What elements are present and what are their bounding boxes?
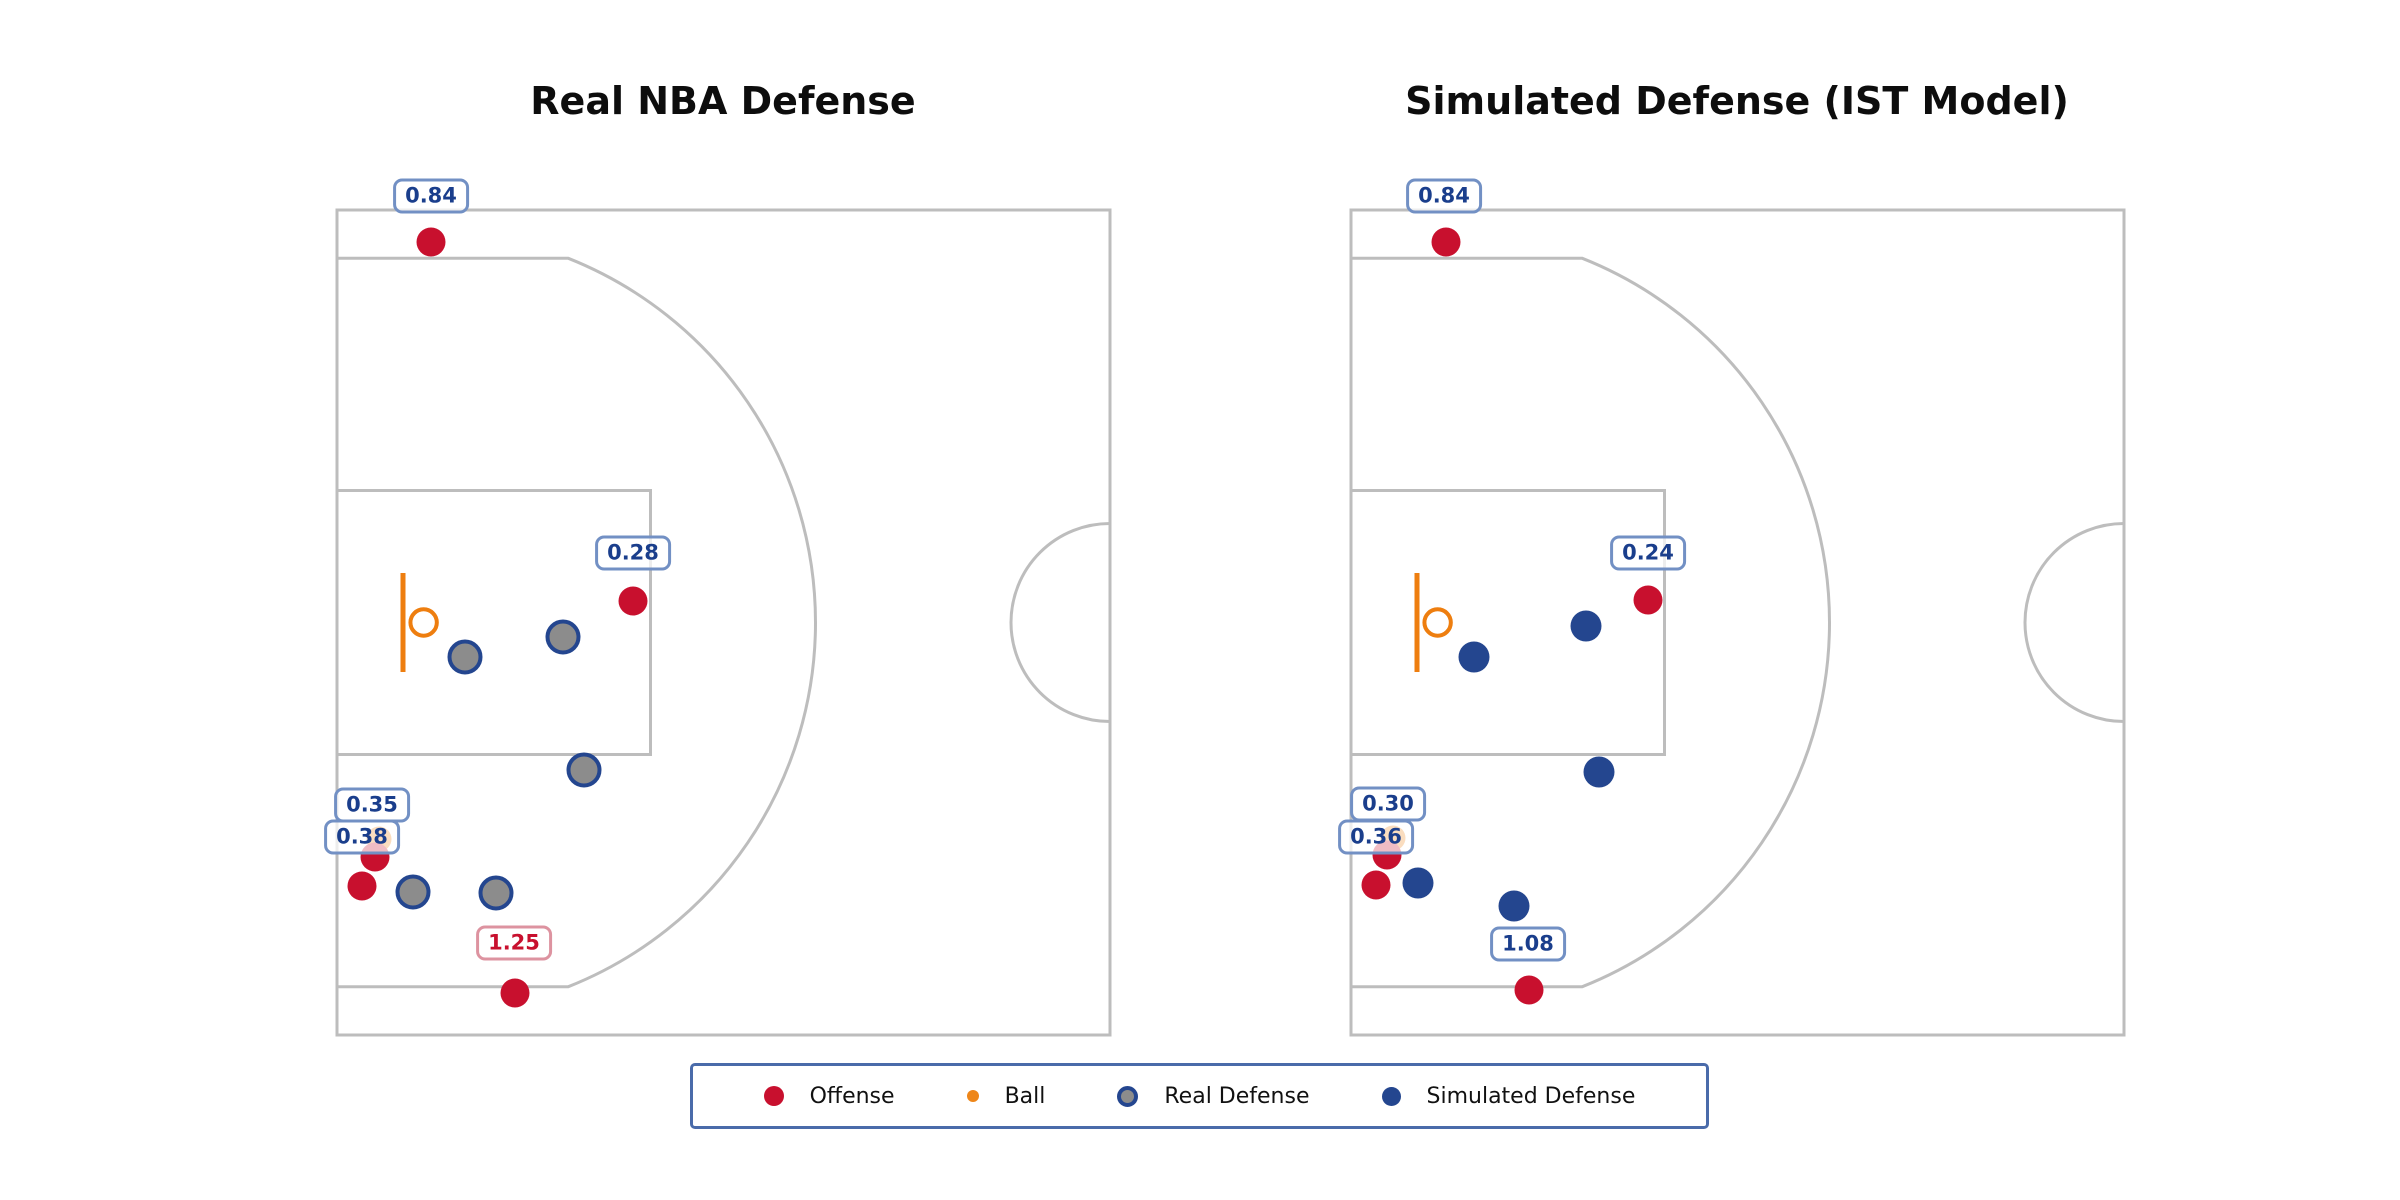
real-defense-dot xyxy=(566,752,602,788)
hoop-rim xyxy=(1422,607,1453,638)
center-circle xyxy=(1009,522,1111,723)
center-circle xyxy=(2023,522,2125,723)
simulated-defense-dot xyxy=(1458,641,1490,673)
value-label: 1.08 xyxy=(1490,926,1566,962)
real-defense-dot xyxy=(478,875,514,911)
legend-item-simulated: Simulated Defense xyxy=(1381,1083,1636,1109)
offense-dot xyxy=(1431,227,1461,257)
three-point-line xyxy=(337,256,817,989)
value-label: 0.24 xyxy=(1610,535,1686,571)
value-label: 0.84 xyxy=(1406,178,1482,214)
offense-marker-icon xyxy=(763,1086,784,1106)
value-label: 0.28 xyxy=(595,535,671,571)
paint-box xyxy=(335,489,652,756)
offense-dot xyxy=(416,227,446,257)
legend-label: Offense xyxy=(809,1083,895,1109)
real-defense-dot xyxy=(447,639,483,675)
three-point-line xyxy=(1351,256,1831,989)
value-label: 1.25 xyxy=(476,925,552,961)
real-marker-icon xyxy=(1117,1085,1139,1107)
offense-dot xyxy=(1361,870,1391,900)
value-label: 0.36 xyxy=(1338,819,1414,855)
court-boundary xyxy=(335,208,1112,1037)
simulated-defense-dot xyxy=(1583,756,1615,788)
simulated-defense-dot xyxy=(1402,867,1434,899)
half-court-right xyxy=(1349,208,2126,1037)
offense-dot xyxy=(1633,585,1663,615)
legend-item-ball: Ball xyxy=(966,1083,1046,1109)
simulated-defense-dot xyxy=(1570,610,1602,642)
legend-label: Simulated Defense xyxy=(1426,1083,1636,1109)
value-label: 0.38 xyxy=(324,819,400,855)
simulated-marker-icon xyxy=(1381,1086,1401,1106)
legend-label: Real Defense xyxy=(1164,1083,1310,1109)
offense-dot xyxy=(347,871,377,901)
offense-dot xyxy=(618,586,648,616)
value-label: 0.35 xyxy=(334,787,410,823)
legend-item-offense: Offense xyxy=(763,1083,895,1109)
value-label: 0.84 xyxy=(393,178,469,214)
half-court-left xyxy=(335,208,1112,1037)
paint-box xyxy=(1349,489,1666,756)
right-panel-title: Simulated Defense (IST Model) xyxy=(1405,79,2069,123)
hoop-rim xyxy=(408,607,439,638)
ball-marker-icon xyxy=(966,1090,979,1102)
legend-item-real: Real Defense xyxy=(1117,1083,1310,1109)
left-panel-title: Real NBA Defense xyxy=(530,79,916,123)
simulated-defense-dot xyxy=(1498,890,1530,922)
value-label: 0.30 xyxy=(1350,786,1426,822)
offense-dot xyxy=(500,978,530,1008)
legend-label: Ball xyxy=(1004,1083,1046,1109)
legend: Offense Ball Real Defense Simulated Defense xyxy=(690,1063,1709,1129)
real-defense-dot xyxy=(395,874,431,910)
real-defense-dot xyxy=(545,619,581,655)
court-boundary xyxy=(1349,208,2126,1037)
offense-dot xyxy=(1514,975,1544,1005)
